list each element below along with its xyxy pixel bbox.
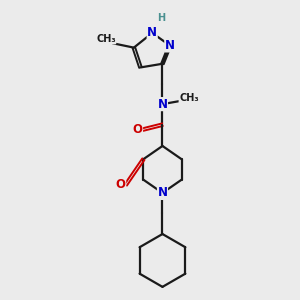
Text: N: N (147, 26, 157, 39)
Text: CH₃: CH₃ (179, 92, 199, 103)
Text: O: O (116, 178, 126, 191)
Text: O: O (133, 123, 142, 136)
Text: N: N (165, 39, 175, 52)
Text: H: H (157, 13, 165, 23)
Text: N: N (158, 186, 167, 200)
Text: N: N (158, 98, 167, 111)
Text: CH₃: CH₃ (96, 34, 116, 44)
